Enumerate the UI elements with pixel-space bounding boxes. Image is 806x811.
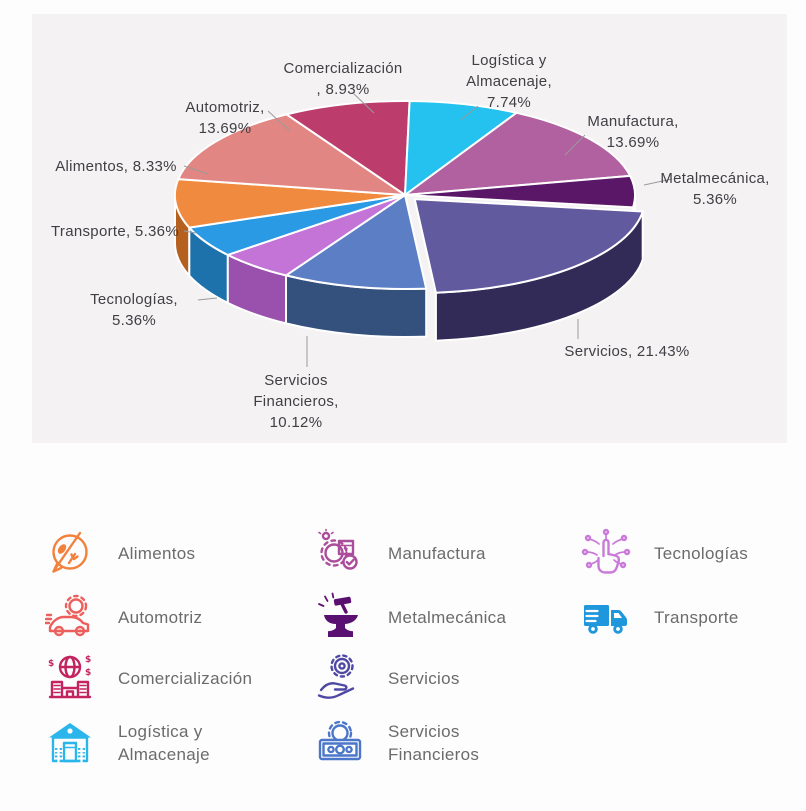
pie-slice-Logística y Almacenaje[interactable] (404, 100, 518, 196)
pie-3d-chart (173, 93, 673, 367)
legend-label: Transporte (654, 607, 739, 627)
touch-network-icon (580, 527, 632, 579)
legend-item-automotriz: Automotriz (44, 591, 308, 643)
leader-line-Automotriz (267, 110, 291, 132)
pie-slice-Metalmecánica[interactable] (404, 174, 636, 209)
globe-commerce-icon: $ $ $ (44, 652, 96, 704)
legend-label: Logística y Almacenaje (118, 722, 210, 764)
legend-item-tecnologias: Tecnologías (580, 527, 806, 579)
leader-line-Metalmecánica (643, 178, 673, 186)
legend-item-servicios: Servicios (314, 652, 578, 704)
warehouse-icon (44, 717, 96, 769)
slice-label-servicios: Servicios, 21.43% (564, 343, 690, 360)
hand-gear-icon (314, 652, 366, 704)
leader-line-Manufactura (564, 134, 586, 156)
pie-slice-Manufactura[interactable] (404, 111, 632, 196)
slice-label-logistica: Logística y Almacenaje, 7.74% (466, 52, 552, 111)
gear-box-icon (314, 527, 366, 579)
leader-line-Comercialización (353, 93, 375, 114)
leader-line-Tecnologías (197, 297, 218, 301)
slice-label-manufactura: Manufactura, 13.69% (587, 113, 679, 151)
food-icon (44, 527, 96, 579)
car-gear-icon (44, 591, 96, 643)
legend-item-metalmecanica: Metalmecánica (314, 591, 578, 643)
legend-item-transporte: Transporte (580, 591, 806, 643)
legend-label: Metalmecánica (388, 607, 507, 627)
leader-line-Transporte (183, 230, 197, 234)
slice-label-alimentos: Alimentos, 8.33% (55, 158, 177, 175)
leader-line-Alimentos (183, 165, 209, 175)
legend-label: Comercialización (118, 668, 253, 688)
slice-label-servicios-financieros: Servicios Financieros, 10.12% (253, 372, 339, 431)
pie-slice-Comercialización[interactable] (285, 99, 411, 196)
legend-item-alimentos: Alimentos (44, 527, 308, 579)
legend-label: Manufactura (388, 543, 486, 563)
legend-label: Servicios Financieros (388, 722, 480, 764)
leader-line-Logística y Almacenaje (460, 105, 479, 121)
banknote-gear-icon (314, 717, 366, 769)
legend-label: Tecnologías (654, 543, 749, 563)
legend-item-logistica: Logística y Almacenaje (44, 717, 230, 769)
slice-label-transporte: Transporte, 5.36% (51, 223, 179, 240)
pie-chart-card: Comercialización , 8.93% Logística y Alm… (32, 14, 787, 443)
svg-text:$: $ (48, 659, 54, 669)
anvil-hammer-icon (314, 591, 366, 643)
legend-label: Automotriz (118, 607, 203, 627)
svg-text:$: $ (85, 668, 91, 678)
legend-item-comercializacion: $ $ $ Comercialización (44, 652, 308, 704)
pie-slice-Servicios[interactable] (413, 198, 644, 294)
svg-text:$: $ (85, 655, 91, 665)
slice-label-automotriz: Automotriz, 13.69% (185, 99, 265, 137)
slice-label-tecnologias: Tecnologías, 5.36% (90, 291, 178, 329)
legend-label: Servicios (388, 668, 460, 688)
slice-label-metalmecanica: Metalmecánica, 5.36% (660, 170, 770, 208)
legend-label: Alimentos (118, 543, 196, 563)
slice-label-comercializacion: Comercialización , 8.93% (283, 60, 403, 98)
pie-slice-Servicios Financieros[interactable] (285, 194, 428, 290)
truck-icon (580, 591, 632, 643)
pie-slice-Automotriz[interactable] (177, 113, 406, 196)
legend-item-servicios-financieros: Servicios Financieros (314, 717, 500, 769)
legend-item-manufactura: Manufactura (314, 527, 578, 579)
